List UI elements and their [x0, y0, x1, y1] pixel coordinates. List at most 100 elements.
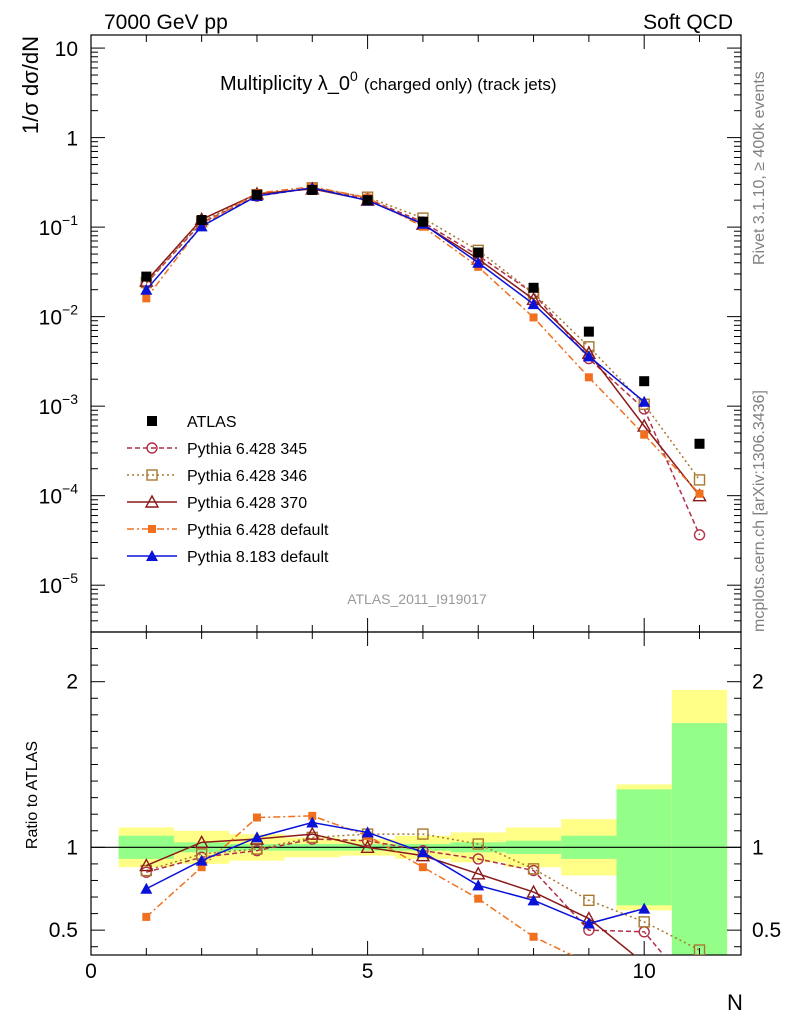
- series-marker: [417, 828, 429, 840]
- y-tick-label: 10−4: [39, 481, 79, 509]
- y-tick-label-exponent: −5: [62, 570, 78, 586]
- series-marker: [250, 831, 263, 843]
- series-marker: [305, 826, 320, 840]
- ratio-y-tick-label-left: 2: [66, 671, 78, 694]
- data-marker: [147, 416, 157, 426]
- x-tick-label: 5: [362, 960, 374, 983]
- y-tick-label: 10−3: [39, 391, 79, 419]
- series-marker: [640, 430, 649, 439]
- series-marker: [582, 917, 595, 929]
- ratio-panel-frame: [90, 631, 742, 956]
- series-marker: [146, 442, 158, 454]
- main-panel-frame: [90, 34, 742, 633]
- series-marker: [472, 853, 484, 865]
- series-marker: [472, 879, 485, 891]
- series-marker: [472, 838, 484, 850]
- atlas-data-points: [141, 184, 705, 449]
- y-tick-label-exponent: −4: [62, 481, 78, 497]
- series-marker: [527, 863, 540, 875]
- series-marker: [583, 894, 595, 907]
- series-marker: [471, 866, 486, 880]
- ratio-series-line: [145, 821, 645, 925]
- series-marker: [144, 494, 160, 508]
- ratio-series-pythia-8-183-default: [140, 816, 651, 929]
- axis-ticks: [90, 35, 741, 955]
- legend-label: Pythia 6.428 default: [187, 522, 329, 539]
- legend-label: Pythia 6.428 346: [187, 468, 307, 485]
- y-tick-label-exponent: −3: [62, 391, 78, 407]
- y-tick-label-base: 10: [39, 486, 62, 509]
- y-tick-label: 10: [55, 38, 78, 61]
- series-pythia-6-428-345: [140, 182, 706, 541]
- chart-title: Multiplicity λ_00 (charged only) (track j…: [220, 68, 557, 95]
- series-marker: [195, 854, 208, 866]
- legend-entry: Pythia 6.428 346: [127, 468, 307, 485]
- series-marker: [197, 863, 206, 872]
- x-tick-label: 10: [633, 960, 656, 983]
- series-marker: [418, 863, 427, 872]
- ratio-y-tick-label-left: 0.5: [49, 919, 78, 942]
- series-group: [139, 181, 707, 955]
- legend-entry: ATLAS: [147, 414, 237, 431]
- header-right: Soft QCD: [643, 11, 733, 34]
- series-marker: [584, 373, 593, 382]
- legend-entry: Pythia 6.428 370: [127, 494, 307, 512]
- series-marker: [693, 529, 706, 541]
- y-tick-label-base: 10: [39, 217, 62, 240]
- series-marker: [194, 834, 209, 849]
- analysis-watermark: ATLAS_2011_I919017: [347, 591, 487, 607]
- series-marker: [361, 826, 374, 838]
- series-line: [145, 187, 701, 481]
- series-marker: [527, 298, 540, 310]
- series-marker: [638, 902, 651, 914]
- series-marker: [140, 283, 153, 295]
- y-tick-label-exponent: −1: [62, 212, 78, 228]
- y-tick-label-exponent: −2: [62, 302, 78, 318]
- data-marker: [473, 247, 484, 258]
- y-tick-label: 1: [66, 128, 78, 151]
- series-marker: [638, 916, 650, 928]
- ratio-series-line: [146, 833, 700, 951]
- data-marker: [417, 216, 428, 227]
- side-text-bottom: mcplots.cern.ch [arXiv:1306.3436]: [751, 390, 768, 632]
- data-marker: [251, 189, 262, 200]
- data-marker: [639, 376, 650, 387]
- data-marker: [583, 326, 594, 337]
- series-marker: [139, 858, 154, 872]
- x-axis-title: N: [727, 990, 743, 1015]
- data-marker: [528, 282, 539, 293]
- chart-title-main: Multiplicity λ_0: [220, 73, 350, 95]
- legend-entry: Pythia 6.428 default: [127, 522, 329, 539]
- series-marker: [146, 469, 158, 481]
- header-left: 7000 GeV pp: [104, 11, 228, 34]
- ratio-axis-title: Ratio to ATLAS: [24, 741, 41, 849]
- series-marker: [472, 256, 485, 268]
- chart-title-suffix: (charged only) (track jets): [364, 75, 557, 94]
- series-marker: [693, 474, 706, 486]
- series-marker: [146, 550, 158, 561]
- legend: ATLAS Pythia 6.428 345 Pythia 6.428 346 Pyt…: [127, 414, 329, 566]
- series-line: [145, 187, 645, 403]
- series-marker: [638, 395, 651, 407]
- series-marker: [360, 839, 375, 854]
- data-marker: [196, 215, 207, 226]
- y-tick-label-base: 10: [39, 396, 62, 419]
- legend-entry: Pythia 6.428 345: [127, 441, 307, 458]
- series-marker: [527, 894, 540, 906]
- ratio-y-tick-label-right: 0.5: [752, 919, 781, 942]
- y-tick-label: 10−2: [39, 302, 79, 330]
- y-tick-label: 10−1: [39, 212, 79, 240]
- legend-entry: Pythia 8.183 default: [127, 549, 329, 566]
- series-marker: [142, 912, 151, 921]
- legend-label: Pythia 6.428 370: [187, 495, 307, 512]
- series-marker: [306, 816, 319, 828]
- series-marker: [308, 811, 317, 820]
- x-tick-label: 0: [85, 960, 97, 983]
- chart-title-sup: 0: [350, 68, 358, 84]
- y-tick-label: 10−5: [39, 570, 79, 598]
- series-marker: [148, 525, 156, 533]
- series-marker: [695, 489, 704, 498]
- ratio-y-tick-label-right: 2: [752, 671, 764, 694]
